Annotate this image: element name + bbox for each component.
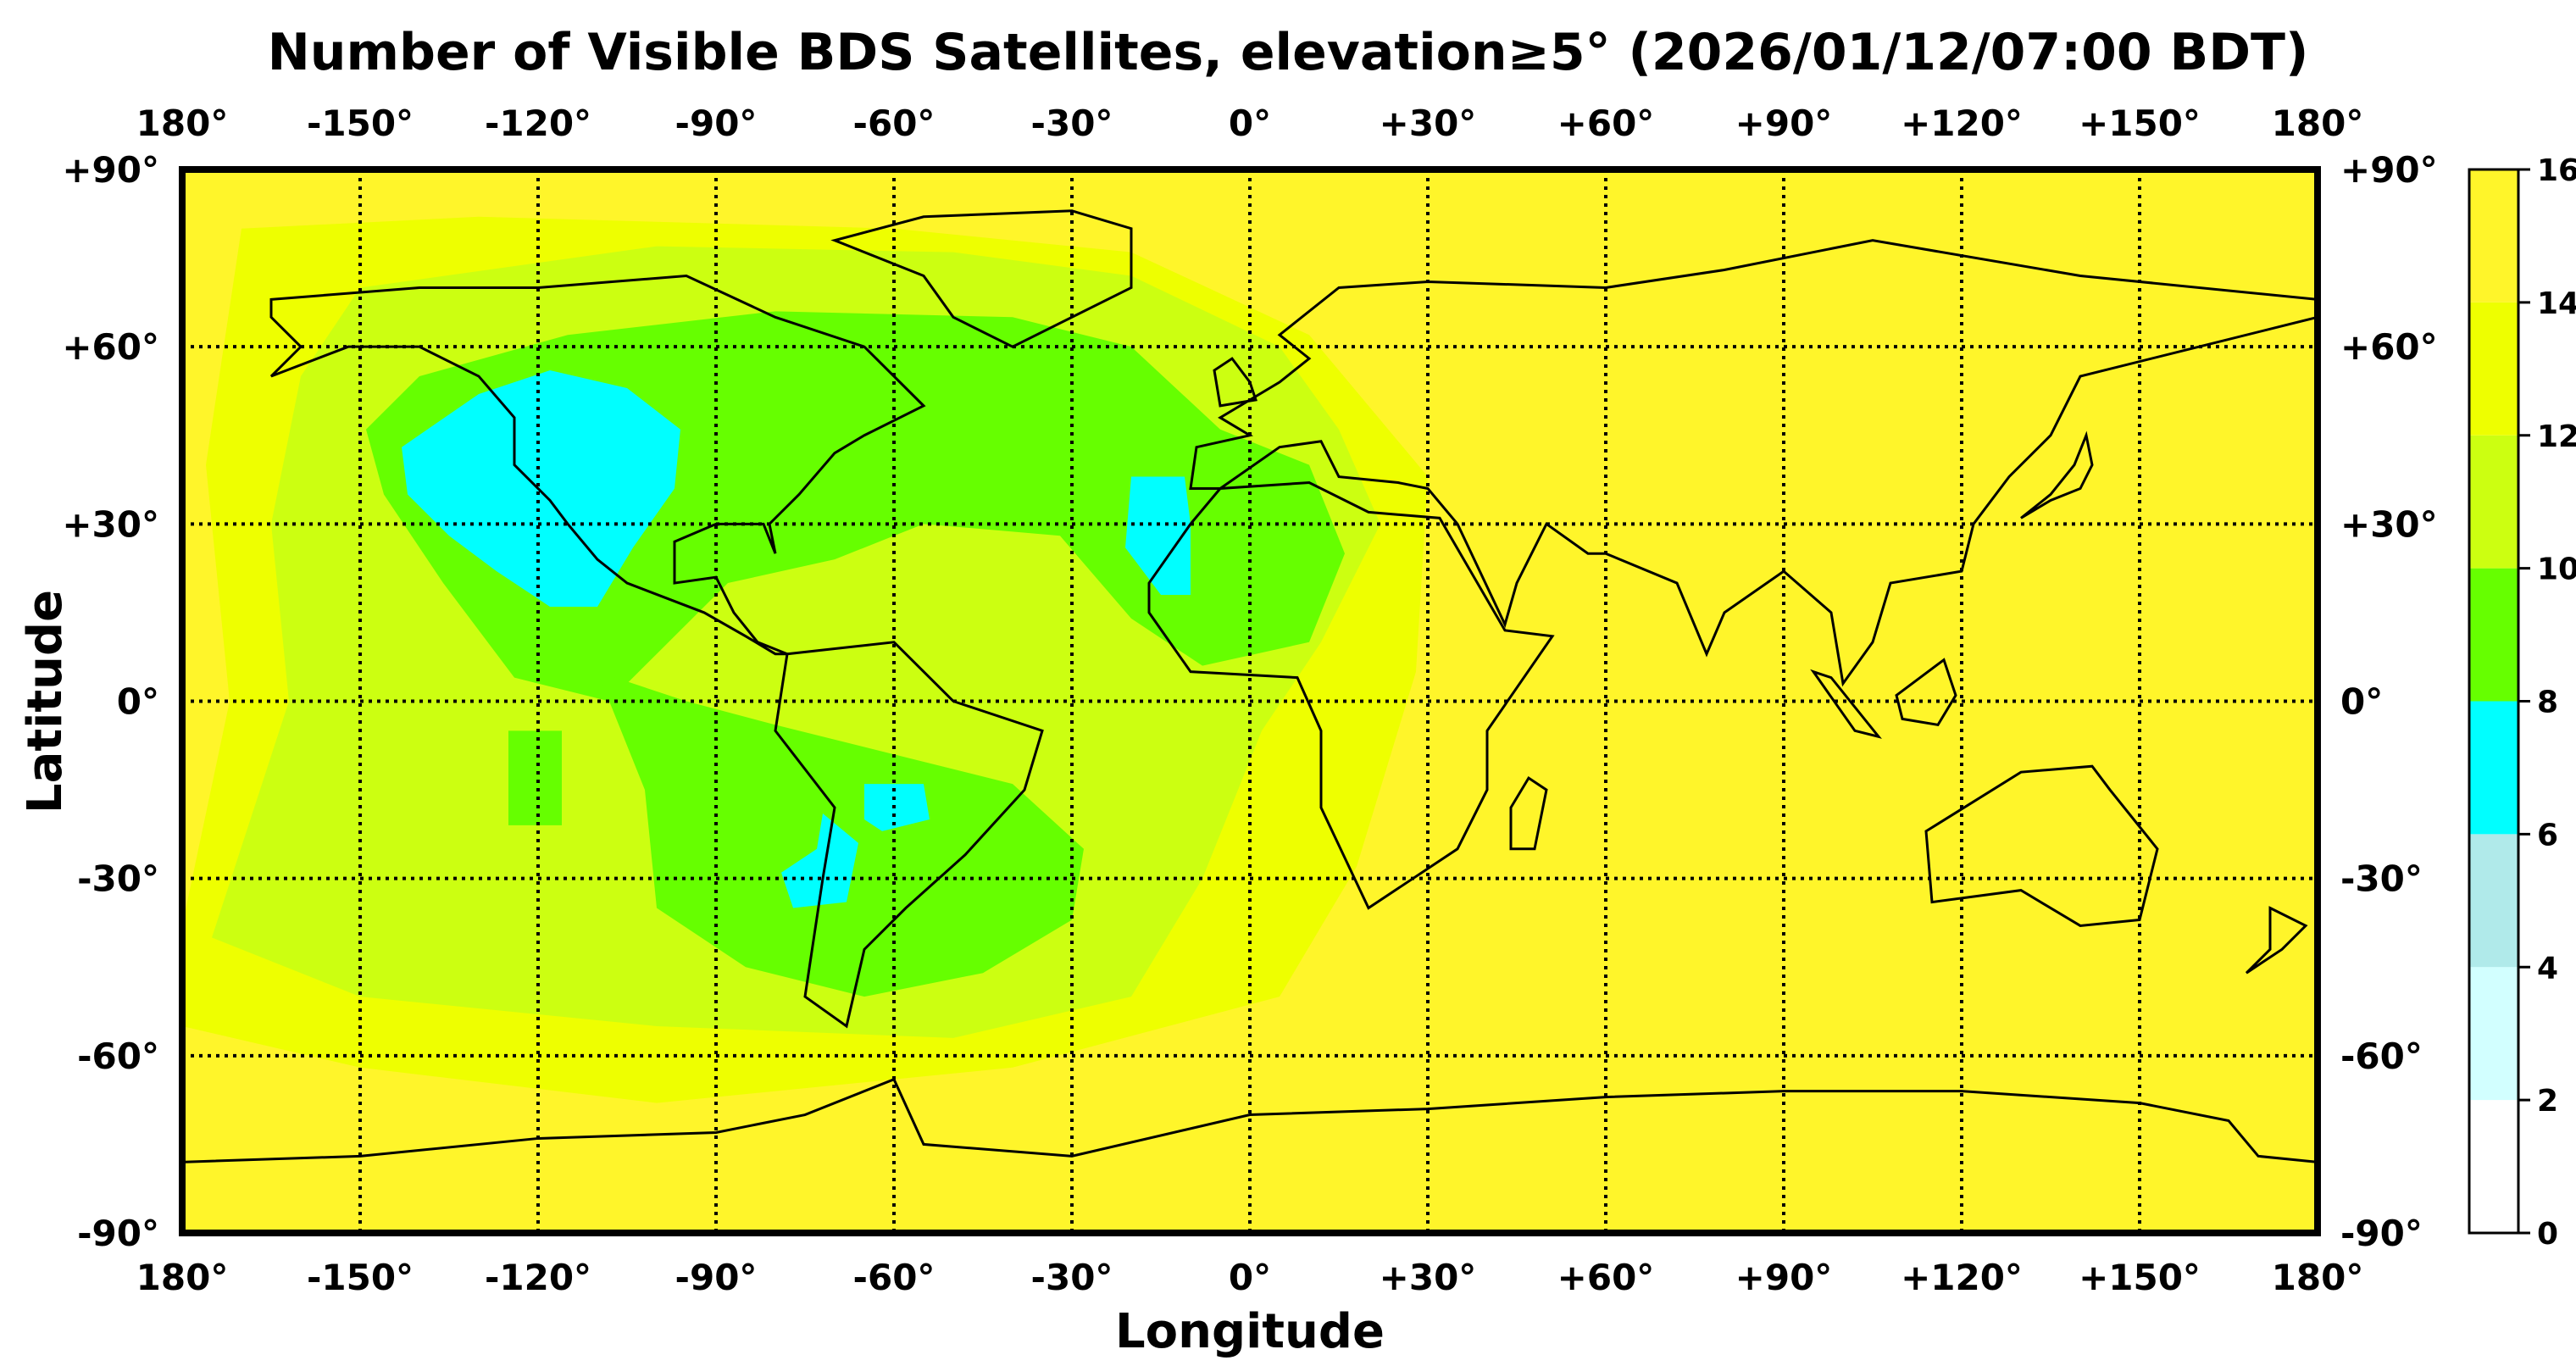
x-tick-label: -30°: [1031, 103, 1113, 144]
x-tick-label: +120°: [1901, 103, 2023, 144]
x-tick-labels-top: 180° -150° -120° -90° -60° -30° 0° +30° +60° +90°…: [136, 103, 2364, 144]
colorbar: 0 2 4 6 8 10 12 14 16: [2468, 153, 2576, 1252]
x-tick-label: -60°: [853, 103, 935, 144]
colorbar-tick-label: 0: [2537, 1217, 2558, 1252]
x-tick-label: 180°: [136, 103, 229, 144]
x-tick-label: +30°: [1380, 1257, 1477, 1298]
colorbar-segment-0-2: [2469, 1100, 2518, 1233]
x-tick-label: +150°: [2079, 103, 2201, 144]
region-level-6-8: [402, 370, 680, 607]
x-tick-label: 180°: [2272, 1257, 2364, 1298]
colorbar-tick-label: 6: [2537, 818, 2558, 852]
coastline-borneo: [1895, 658, 1957, 727]
x-tick-label: +60°: [1557, 103, 1655, 144]
map-plot-area: [179, 166, 2321, 1236]
colorbar-tick-label: 2: [2537, 1084, 2558, 1119]
x-tick-label: -150°: [307, 103, 414, 144]
x-tick-label: +150°: [2079, 1257, 2201, 1298]
y-tick-labels-right: +90° +60° +30° 0° -30° -60° -90°: [2340, 149, 2438, 1254]
colorbar-segment-4-6: [2469, 834, 2518, 968]
colorbar-segment-8-10: [2469, 568, 2518, 702]
x-tick-label: +90°: [1735, 103, 1833, 144]
y-axis-label: Latitude: [18, 590, 73, 813]
x-tick-label: +60°: [1557, 1257, 1655, 1298]
y-tick-label: 0°: [117, 681, 159, 723]
chart-title: Number of Visible BDS Satellites, elevat…: [268, 23, 2309, 82]
map-layers: [182, 169, 2318, 1233]
colorbar-segment-10-12: [2469, 435, 2518, 569]
x-tick-label: -30°: [1031, 1257, 1113, 1298]
coastline-japan: [2020, 430, 2094, 519]
region-level-6-8: [864, 784, 930, 831]
coastline-sumatra: [1810, 669, 1882, 739]
x-tick-label: 0°: [1229, 1257, 1271, 1298]
y-tick-label: +60°: [2340, 326, 2438, 368]
region-level-6-8: [1125, 476, 1191, 595]
y-tick-label: 0°: [2340, 681, 2383, 723]
x-tick-labels-bottom: 180° -150° -120° -90° -60° -30° 0° +30° +60° +90°…: [136, 1257, 2364, 1298]
y-tick-label: +90°: [62, 149, 159, 191]
colorbar-segment-12-14: [2469, 302, 2518, 436]
colorbar-tick-label: 8: [2537, 686, 2558, 720]
colorbar-tick-label: 14: [2537, 286, 2576, 321]
x-tick-label: -90°: [675, 1257, 758, 1298]
y-tick-label: +30°: [62, 503, 159, 545]
colorbar-segment-14-16: [2469, 169, 2518, 303]
colorbar-tick-label: 16: [2537, 153, 2576, 188]
x-tick-label: +120°: [1901, 1257, 2023, 1298]
colorbar-tick-label: 10: [2537, 553, 2576, 587]
coastline-north-america: [269, 274, 926, 656]
x-tick-label: -120°: [485, 103, 591, 144]
y-tick-labels-left: +90° +60° +30° 0° -30° -60° -90°: [62, 149, 159, 1254]
coastline-new-zealand: [2245, 906, 2308, 975]
x-tick-label: 0°: [1229, 103, 1271, 144]
colorbar-tick-label: 12: [2537, 419, 2576, 454]
coastline-africa: [1147, 481, 1555, 910]
x-axis-label: Longitude: [1115, 1304, 1385, 1359]
y-tick-label: -90°: [2340, 1213, 2423, 1254]
x-tick-label: -60°: [853, 1257, 935, 1298]
colorbar-tick-label: 4: [2537, 951, 2558, 986]
x-tick-label: +90°: [1735, 1257, 1833, 1298]
y-tick-label: +90°: [2340, 149, 2438, 191]
y-tick-label: -60°: [2340, 1036, 2423, 1077]
y-tick-label: +30°: [2340, 503, 2438, 545]
y-tick-label: +60°: [62, 326, 159, 368]
colorbar-segment-2-4: [2469, 967, 2518, 1101]
x-tick-label: -150°: [307, 1257, 414, 1298]
y-tick-label: -90°: [77, 1213, 159, 1254]
coastline-madagascar: [1509, 776, 1548, 851]
coastline-south-america: [774, 641, 1044, 1029]
region-level-6-8: [781, 813, 858, 908]
colorbar-segment-6-8: [2469, 701, 2518, 835]
x-tick-label: -120°: [485, 1257, 591, 1298]
y-tick-label: -60°: [77, 1036, 159, 1077]
x-tick-label: -90°: [675, 103, 758, 144]
plot-frame: [179, 166, 2321, 1236]
y-tick-label: -30°: [77, 858, 159, 900]
x-tick-label: +30°: [1380, 103, 1477, 144]
region-level-8-10: [508, 730, 562, 825]
y-tick-label: -30°: [2340, 858, 2423, 900]
x-tick-label: 180°: [136, 1257, 229, 1298]
coastline-eurasia: [1189, 239, 2318, 687]
x-tick-label: 180°: [2272, 103, 2364, 144]
coastline-antarctica: [182, 1077, 2318, 1163]
coastline-australia: [1924, 764, 2159, 927]
